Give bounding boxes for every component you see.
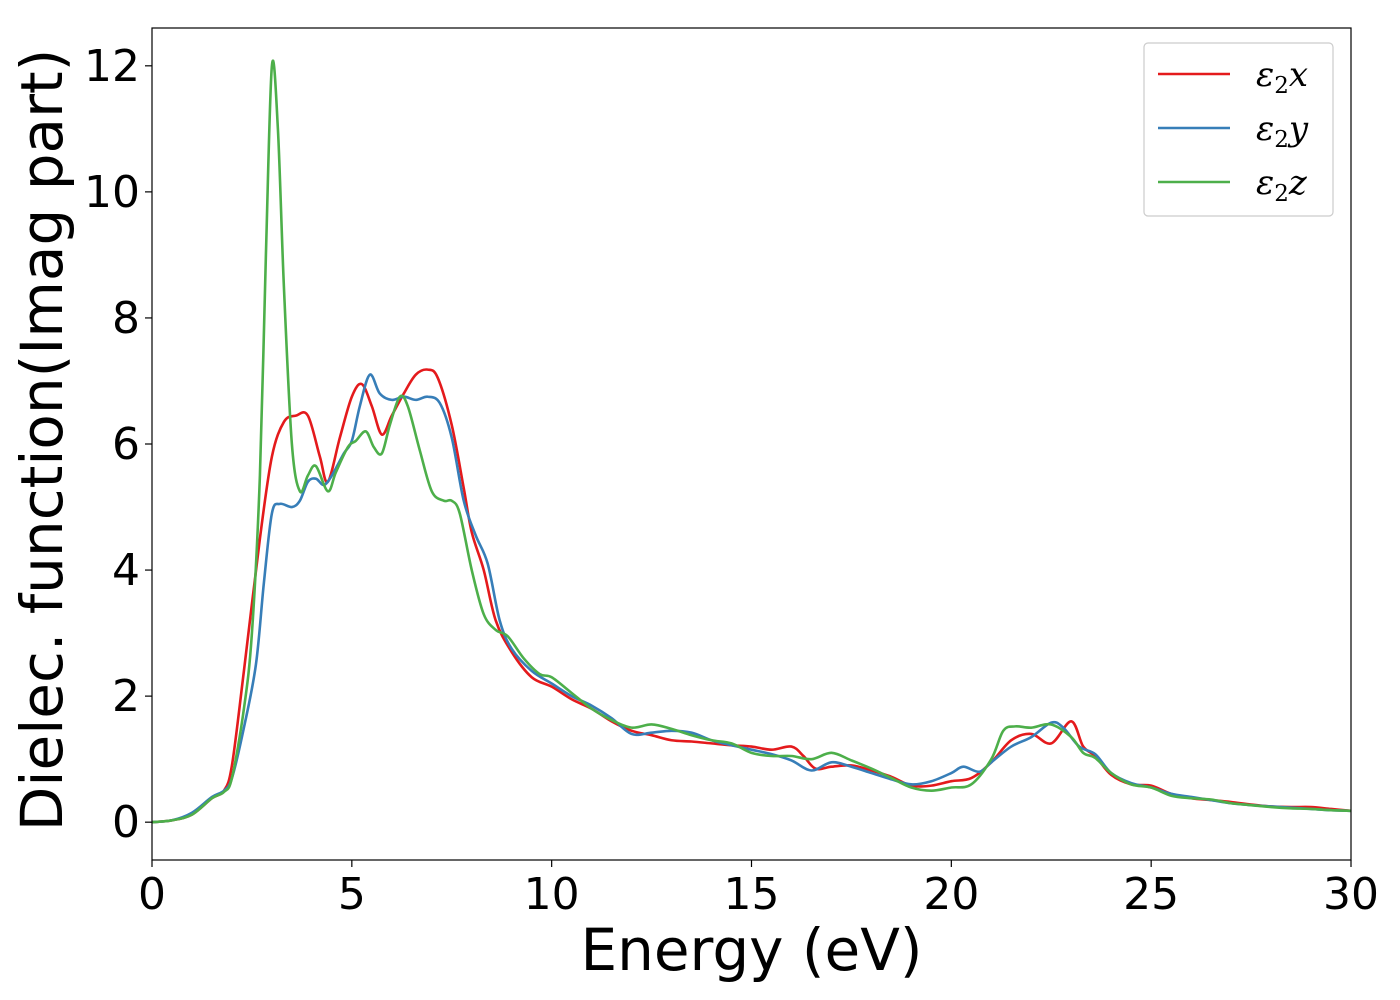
y-tick-label: 6 (112, 419, 140, 470)
legend-entry-x: ε2x (1256, 55, 1308, 99)
legend-subscript: 2 (1274, 181, 1289, 207)
legend-symbol: ε (1256, 163, 1274, 203)
legend-entry-y: ε2y (1256, 109, 1309, 153)
legend-variable: x (1289, 55, 1308, 95)
legend-symbol: ε (1256, 55, 1274, 95)
x-axis-label: Energy (eV) (580, 916, 922, 984)
x-tick-label: 0 (138, 869, 166, 920)
y-tick-label: 2 (112, 671, 140, 722)
x-tick-label: 20 (923, 869, 979, 920)
x-tick-label: 25 (1123, 869, 1179, 920)
x-tick-label: 15 (724, 869, 780, 920)
legend-variable: y (1287, 109, 1309, 149)
y-tick-label: 0 (112, 797, 140, 848)
legend-variable: z (1288, 163, 1308, 203)
x-tick-label: 10 (524, 869, 580, 920)
legend-subscript: 2 (1274, 73, 1289, 99)
y-tick-label: 4 (112, 545, 140, 596)
series-layer (152, 59, 1351, 824)
legend-symbol: ε (1256, 109, 1274, 149)
y-axis-ticks: 0 2 4 6 8 10 12 (84, 41, 152, 848)
y-tick-label: 12 (84, 41, 140, 92)
y-tick-label: 8 (112, 293, 140, 344)
series-line-z (152, 59, 1351, 824)
legend-subscript: 2 (1274, 127, 1289, 153)
x-tick-label: 30 (1323, 869, 1379, 920)
legend-box (1143, 42, 1334, 217)
series-line-y (152, 373, 1351, 824)
x-axis-ticks: 0 5 10 15 20 25 30 (138, 860, 1379, 920)
y-axis-label: Dielec. function(Imag part) (8, 49, 76, 832)
legend-entry-z: ε2z (1256, 163, 1308, 207)
x-tick-label: 5 (338, 869, 366, 920)
y-tick-label: 10 (84, 167, 140, 218)
